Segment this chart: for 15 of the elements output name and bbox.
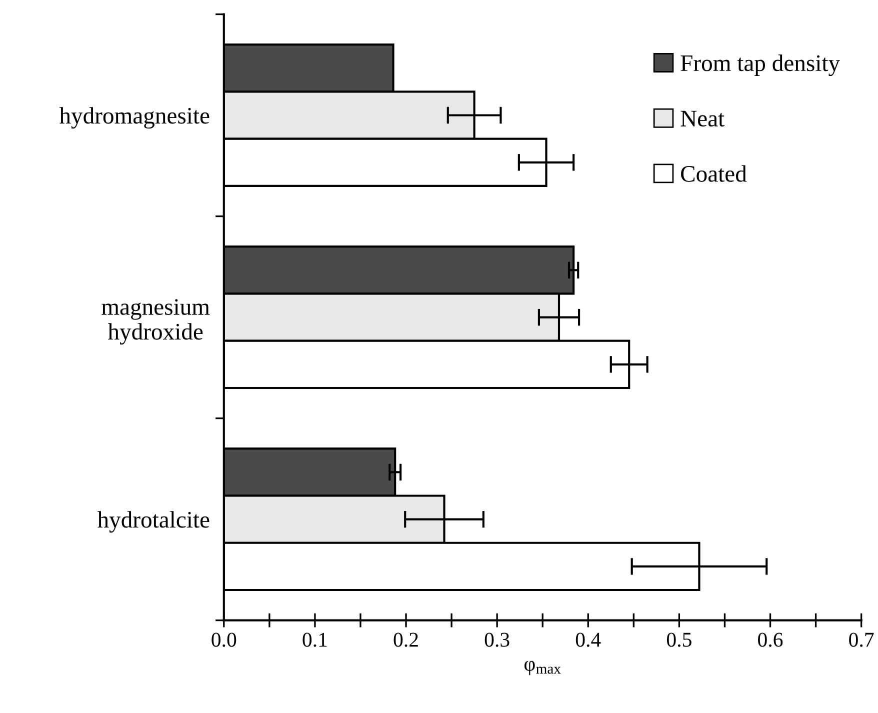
x-tick-label: 0.6: [758, 632, 783, 647]
legend-label: From tap density: [680, 54, 840, 76]
x-tick-label: 0.4: [576, 632, 601, 647]
y-tick-label: hydrotalcite: [97, 511, 210, 533]
legend-label: Coated: [681, 165, 747, 182]
x-tick-label: 0.5: [666, 632, 692, 647]
y-tick-label: magnesium hydroxide: [102, 299, 210, 345]
x-tick-label: 0.3: [484, 632, 510, 647]
x-axis-title: φ$_{max}$: [524, 660, 561, 676]
x-tick-label: 0.7: [849, 632, 874, 647]
x-tick-label: 0.0: [212, 632, 236, 647]
legend-label: Neat: [680, 110, 724, 127]
y-tick-label: hydromagnesite: [59, 107, 210, 129]
x-tick-label: 0.2: [394, 632, 418, 647]
x-tick-label: 0.1: [302, 632, 327, 647]
